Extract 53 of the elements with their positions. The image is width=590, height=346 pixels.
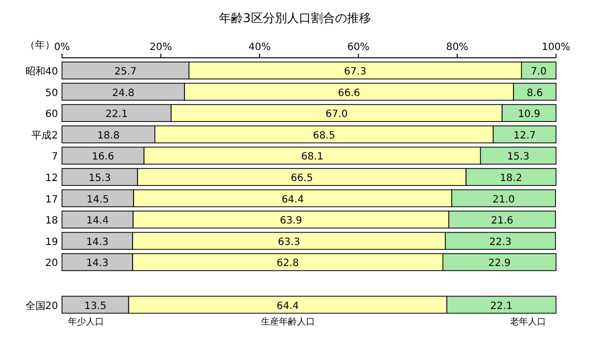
data-label: 22.1 [105, 109, 128, 120]
data-label: 18.8 [97, 130, 120, 142]
data-label: 14.3 [86, 258, 108, 270]
x-tick-label: 100% [542, 42, 570, 53]
y-axis-title: （年） [25, 39, 55, 51]
data-label: 7.0 [530, 66, 547, 78]
data-label: 16.6 [92, 152, 114, 163]
data-label: 64.4 [276, 300, 299, 312]
y-tick-label: 17 [45, 194, 58, 206]
data-label: 67.0 [326, 109, 348, 120]
data-label: 14.3 [86, 236, 108, 248]
y-tick-label: 全国20 [25, 300, 58, 312]
x-tick-label: 0% [54, 42, 70, 53]
x-tick-label: 20% [150, 42, 172, 53]
data-label: 13.5 [84, 300, 106, 312]
y-tick-label: 19 [45, 236, 58, 248]
chart-title: 年齢3区分別人口割合の推移 [219, 11, 371, 25]
data-label: 22.3 [489, 236, 512, 248]
data-label: 22.9 [488, 258, 511, 270]
y-tick-label: 20 [45, 258, 58, 270]
x-tick-label: 60% [347, 42, 370, 53]
data-label: 14.5 [86, 194, 109, 206]
data-label: 21.0 [492, 194, 515, 206]
data-label: 64.4 [282, 194, 304, 206]
data-label: 63.3 [278, 236, 300, 248]
data-label: 68.5 [312, 130, 336, 142]
data-label: 15.3 [88, 172, 111, 184]
data-label: 18.2 [500, 172, 522, 184]
y-tick-label: 平成2 [32, 129, 58, 142]
data-label: 12.7 [514, 130, 536, 142]
data-label: 66.5 [290, 172, 313, 184]
data-label: 10.9 [518, 109, 540, 120]
x-tick-label: 80% [446, 42, 468, 53]
y-tick-label: 18 [45, 216, 58, 227]
legend: 年少人口 生産年齢人口 老年人口 [68, 317, 546, 328]
data-label: 22.1 [490, 300, 513, 312]
data-label: 25.7 [114, 66, 137, 78]
data-label: 62.8 [276, 258, 299, 270]
data-label: 8.6 [526, 88, 543, 99]
data-label: 68.1 [301, 152, 324, 163]
data-label: 67.3 [344, 66, 366, 78]
y-tick-label: 50 [45, 88, 58, 99]
data-label: 24.8 [112, 88, 134, 99]
y-tick-label: 7 [52, 152, 58, 163]
data-label: 14.4 [86, 216, 109, 227]
y-tick-label: 60 [45, 109, 58, 120]
data-label: 63.9 [280, 216, 302, 227]
data-label: 66.6 [338, 88, 360, 99]
y-tick-label: 12 [45, 172, 58, 184]
y-tick-label: 昭和40 [25, 65, 58, 78]
x-tick-label: 40% [248, 42, 271, 53]
data-label: 15.3 [507, 152, 530, 163]
data-label: 21.6 [491, 216, 514, 227]
